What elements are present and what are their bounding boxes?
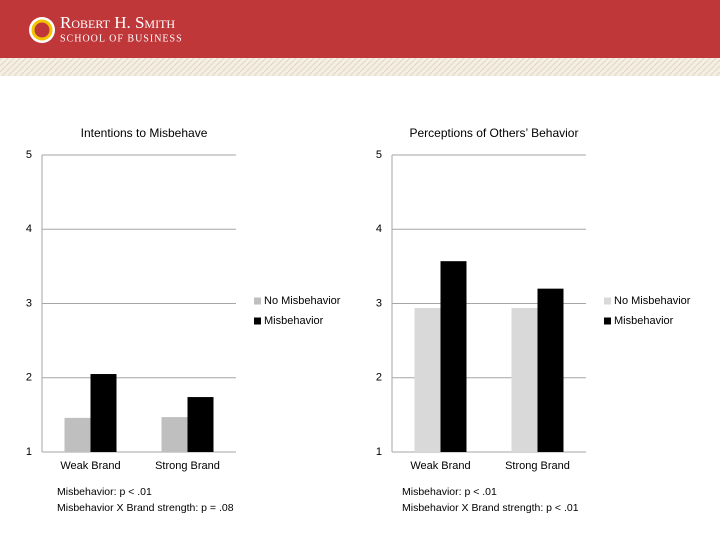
bar <box>414 307 441 452</box>
chart-title: Perceptions of Others’ Behavior <box>410 126 579 140</box>
header-band <box>0 0 720 58</box>
header-texture <box>0 58 720 76</box>
bar <box>90 374 117 452</box>
x-tick-label: Weak Brand <box>410 460 470 472</box>
y-tick-label: 5 <box>26 149 32 161</box>
legend-swatch <box>254 297 261 305</box>
legend-label: No Misbehavior <box>264 295 341 307</box>
y-tick-label: 1 <box>376 446 382 458</box>
y-tick-label: 2 <box>376 372 382 384</box>
chart-title: Intentions to Misbehave <box>81 126 208 140</box>
legend-label: No Misbehavior <box>614 295 691 307</box>
y-tick-label: 3 <box>376 297 382 309</box>
logo-inner <box>31 19 53 41</box>
y-tick-label: 5 <box>376 149 382 161</box>
header-subtitle: School of Business <box>60 33 183 44</box>
y-tick-label: 2 <box>26 372 32 384</box>
annotation: Misbehavior: p < .01 <box>57 486 152 498</box>
bar <box>187 397 214 452</box>
legend-swatch <box>604 317 611 325</box>
y-tick-label: 3 <box>26 297 32 309</box>
header-title: Robert H. Smith <box>60 13 175 32</box>
y-tick-label: 1 <box>26 446 32 458</box>
bar <box>511 307 538 452</box>
x-tick-label: Strong Brand <box>505 460 570 472</box>
annotation: Misbehavior X Brand strength: p < .01 <box>402 502 579 514</box>
bar <box>64 417 91 452</box>
legend-label: Misbehavior <box>614 315 674 327</box>
y-tick-label: 4 <box>376 223 382 235</box>
annotation: Misbehavior: p < .01 <box>402 486 497 498</box>
legend-swatch <box>254 317 261 325</box>
bar <box>161 417 188 452</box>
legend-label: Misbehavior <box>264 315 324 327</box>
legend-swatch <box>604 297 611 305</box>
x-tick-label: Weak Brand <box>60 460 120 472</box>
bar <box>537 288 564 452</box>
annotation: Misbehavior X Brand strength: p = .08 <box>57 502 234 514</box>
x-tick-label: Strong Brand <box>155 460 220 472</box>
bar <box>440 261 467 452</box>
y-tick-label: 4 <box>26 223 32 235</box>
